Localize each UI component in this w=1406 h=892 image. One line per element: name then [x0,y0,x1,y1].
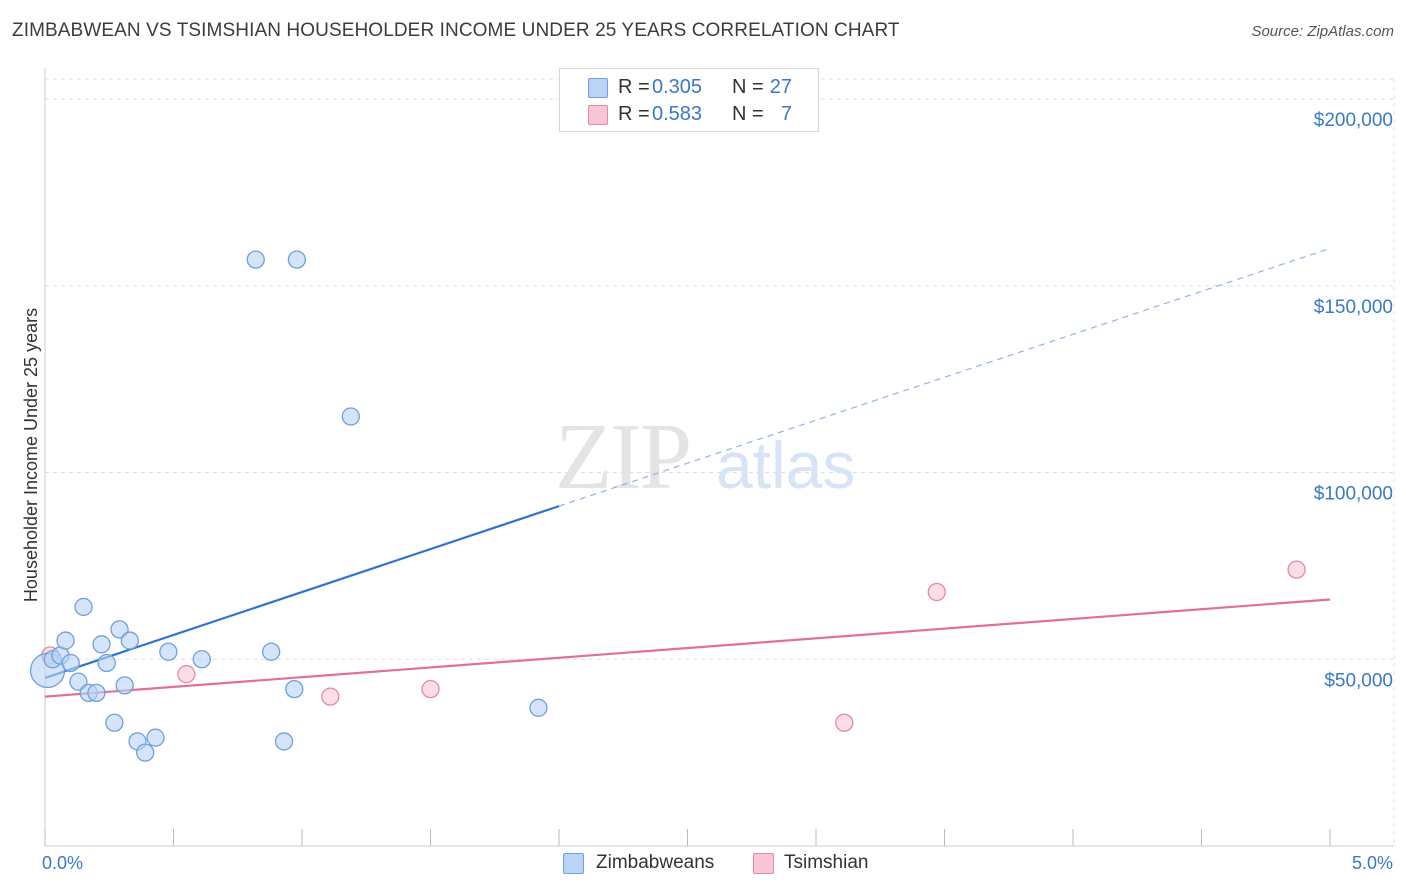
point-zimbabweans [159,642,178,661]
point-tsimshian [177,665,196,684]
point-zimbabweans [69,672,88,691]
point-tsimshian [421,679,440,699]
point-zimbabweans [136,743,155,762]
watermark: ZIP atlas [555,405,855,509]
point-tsimshian [1287,560,1306,579]
point-zimbabweans [274,732,294,751]
point-zimbabweans [56,631,75,650]
bottom-legend-label: Zimbabweans [596,852,715,873]
point-zimbabweans [285,679,304,699]
point-zimbabweans [97,653,116,673]
legend-r-label: R = [618,103,650,125]
point-zimbabweans [92,635,111,654]
point-zimbabweans [110,620,129,639]
data-points [29,250,1306,762]
legend-swatch-zimbabweans [588,78,608,98]
y-tick-label: $200,000 [1314,110,1393,131]
trend-line-extension-0 [558,247,1331,507]
legend-row-zimbabweans: R = 0.305 N = 27 [560,75,818,101]
correlation-legend: R = 0.305 N = 27 R = 0.583 N = 7 [559,68,819,132]
x-tick-label: 5.0% [1352,853,1393,873]
axes [44,68,1394,847]
y-tick-label: $100,000 [1314,484,1393,505]
bottom-legend-tsimshian: Tsimshian [753,852,893,876]
trend-line-0 [44,505,560,679]
legend-r-value: 0.583 [652,103,703,125]
bottom-legend-zimbabweans: Zimbabweans [563,852,743,876]
legend-n-label: N = [732,76,764,98]
legend-n-label: N = [732,103,764,125]
point-tsimshian [835,713,854,732]
point-zimbabweans [287,250,307,269]
watermark-zip: ZIP [555,405,690,509]
point-zimbabweans [120,631,139,650]
trend-line-1 [44,598,1331,698]
legend-row-tsimshian: R = 0.583 N = 7 [560,102,818,128]
y-axis-title: Householder Income Under 25 years [21,308,41,602]
legend-n-value: 27 [769,76,792,98]
point-tsimshian [321,687,340,706]
legend-swatch-tsimshian [588,105,608,125]
bottom-legend-label: Tsimshian [784,852,869,873]
watermark-atlas: atlas [716,428,855,502]
point-zimbabweans [262,642,281,661]
point-zimbabweans [74,597,93,617]
x-tick-label: 0.0% [42,853,83,873]
point-zimbabweans [61,653,80,673]
chart-source: Source: ZipAtlas.com [1251,23,1394,40]
point-zimbabweans [246,250,265,269]
bottom-legend-swatch [753,853,774,874]
bottom-legend-swatch [563,853,584,874]
point-zimbabweans [115,676,134,695]
point-zimbabweans [192,650,211,669]
chart-title: ZIMBABWEAN VS TSIMSHIAN HOUSEHOLDER INCO… [12,20,900,41]
y-tick-label: $50,000 [1324,670,1393,691]
axis-ticks: $50,000 $100,000 $150,000 $200,000 0.0% 5.0% [42,110,1393,873]
legend-r-value: 0.305 [652,76,703,98]
point-zimbabweans [529,698,548,717]
point-zimbabweans [146,728,165,747]
point-zimbabweans [341,407,360,426]
point-tsimshian [927,582,946,602]
point-zimbabweans [87,683,106,703]
y-tick-label: $150,000 [1314,297,1393,318]
point-zimbabweans [105,713,124,732]
legend-n-value: 7 [780,103,792,125]
legend-r-label: R = [618,76,650,98]
